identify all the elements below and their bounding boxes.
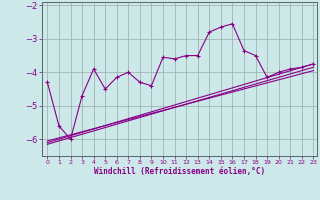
X-axis label: Windchill (Refroidissement éolien,°C): Windchill (Refroidissement éolien,°C) (94, 167, 265, 176)
